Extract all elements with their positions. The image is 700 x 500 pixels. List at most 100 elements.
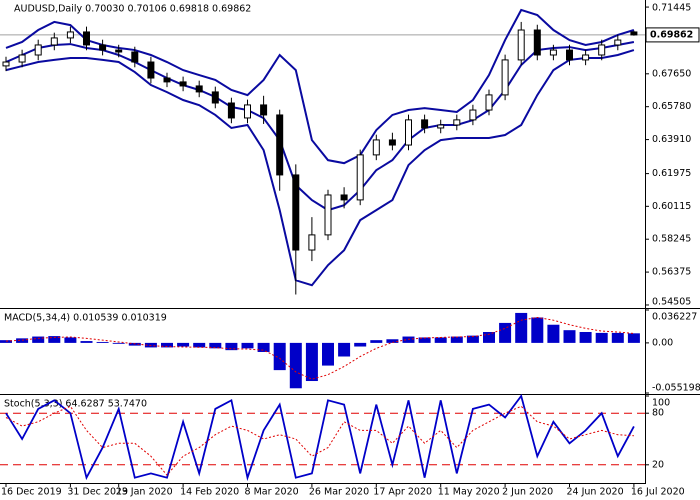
candle-body [469,109,477,121]
macd-bar [305,342,318,382]
candle-body [179,81,187,87]
x-tick-label: 31 Dec 2019 [67,487,128,498]
y-tick-label: 0.61975 [652,168,691,179]
x-tick-label: 11 May 2020 [438,487,500,498]
y-tick-label: 20 [652,459,664,470]
macd-bar [563,330,576,343]
candle-body [115,49,123,53]
y-tick-label: 0.71445 [652,3,691,14]
candle-body [566,49,573,61]
bollinger-band [5,49,635,287]
macd-bar [611,332,624,343]
candle-body [549,49,557,56]
stoch-main [5,393,635,482]
candle-body [83,31,90,46]
candle-body [292,174,300,251]
macd-bar [531,317,544,343]
candle-body [195,85,203,93]
stoch-signal [5,405,634,476]
candle-body [308,234,316,251]
bollinger-band [5,40,635,212]
x-tick-label: 26 Mar 2020 [309,487,369,498]
candle-body [453,119,461,126]
candle-body [598,44,606,56]
macd-bar [547,324,560,343]
candle-body [356,154,364,201]
x-tick-label: 24 Jun 2020 [567,487,624,498]
macd-bar [515,312,528,343]
macd-bar [177,342,190,347]
macd-bar [0,340,12,343]
y-tick-label: 0.036227 [652,312,697,323]
y-tick-label: 0.60115 [652,201,691,212]
macd-bar [386,339,399,343]
candle-body [260,104,268,116]
x-tick-label: 23 Jan 2020 [116,487,173,498]
macd-bar [370,340,383,343]
bollinger-band [5,8,635,165]
macd-bar [434,337,447,343]
macd-bar [80,341,93,343]
candle-body [437,124,445,129]
y-tick-label: 80 [652,408,664,419]
candle-body [340,194,348,201]
macd-bar [322,342,334,366]
candle-body [485,94,493,111]
macd-bar [96,341,109,343]
macd-bar [418,337,431,343]
macd-bar [48,336,61,343]
candle-body [630,31,638,36]
candle-body [34,44,42,56]
macd-bar [579,331,592,343]
candle-body [533,29,541,56]
candle-body [50,37,58,46]
y-tick-label: 0.00 [652,337,673,348]
y-tick-label: 0.63910 [652,134,691,145]
y-tick-label: 0.65780 [652,101,691,112]
y-tick-label: 0.67650 [652,68,691,79]
macd-bar [289,342,302,389]
candle-body [405,119,412,146]
macd-bar [273,342,286,371]
macd-bar [627,333,640,343]
candle-body [2,61,10,67]
candle-body [131,51,139,63]
x-tick-label: 8 Mar 2020 [245,487,299,498]
macd-bar [450,336,463,343]
macd-title: MACD(5,34,4) 0.010539 0.010319 [4,313,167,324]
x-tick-label: 2 Jun 2020 [502,487,553,498]
candle-body [244,104,251,119]
macd-bar [466,335,479,343]
macd-bar [193,342,206,348]
macd-bar [32,336,45,343]
candle-body [211,91,219,104]
candle-body [163,77,171,83]
macd-bar [112,342,125,344]
candle-body [324,194,332,236]
macd-bar [354,342,367,347]
stoch-title: Stoch(5,3,3) 64.6287 53.7470 [4,399,147,410]
macd-bar [257,342,270,352]
candle-body [582,54,590,61]
last-price-box [645,27,700,43]
x-tick-label: 16 Jul 2020 [631,487,685,498]
x-tick-label: 14 Feb 2020 [180,487,239,498]
candle-body [18,54,26,63]
macd-bar [595,332,608,343]
last-price-label: 0.69862 [650,29,693,40]
candle-body [372,139,380,156]
macd-bar [241,342,254,349]
candle-body [147,61,155,79]
macd-bar [64,337,77,343]
macd-bar [161,342,173,348]
x-tick-label: 16 Dec 2019 [1,487,62,498]
candle-body [276,114,284,176]
candle-body [227,102,235,119]
candle-body [501,59,509,96]
candle-body [517,29,525,61]
y-tick-label: 0.54505 [652,297,691,308]
macd-bar [338,342,351,357]
y-tick-label: 100 [652,398,670,409]
